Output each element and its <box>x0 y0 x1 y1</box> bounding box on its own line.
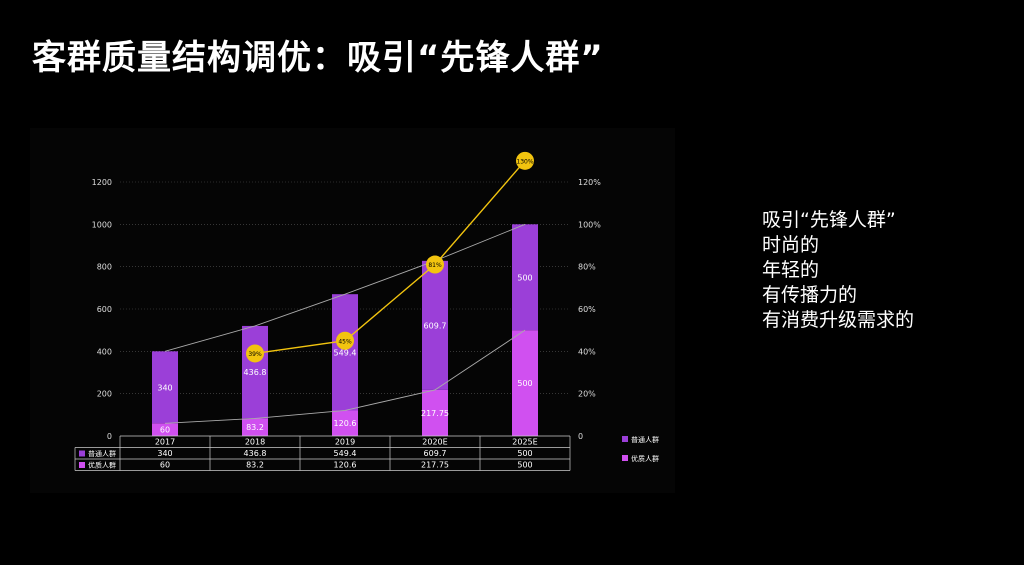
growth-label: 39% <box>248 351 262 358</box>
legend-label: 优质人群 <box>631 454 659 463</box>
growth-point <box>246 344 264 363</box>
growth-label: 45% <box>338 338 352 345</box>
side-point: 年轻的 <box>762 259 820 281</box>
bar-segment <box>422 389 448 436</box>
side-point: 吸引“先锋人群” <box>762 209 896 231</box>
y-tick-label: 600 <box>97 305 112 314</box>
growth-point <box>516 151 534 170</box>
data-label: 500 <box>517 379 532 388</box>
data-label: 549.4 <box>334 348 357 357</box>
y2-tick-label: 0 <box>578 432 583 441</box>
side-point: 有传播力的 <box>762 284 858 306</box>
bar-segment <box>512 224 538 331</box>
table-cell: 500 <box>517 449 532 458</box>
bar-segment <box>332 410 358 436</box>
y-tick-label: 0 <box>107 432 112 441</box>
bar-segment <box>152 351 178 424</box>
growth-point <box>336 331 354 350</box>
table-cell: 436.8 <box>244 449 267 458</box>
y2-tick-label: 120% <box>578 178 601 187</box>
data-label: 500 <box>517 273 532 282</box>
y-tick-label: 1000 <box>92 220 112 229</box>
x-tick-label: 2019 <box>335 438 355 447</box>
y-tick-label: 400 <box>97 347 112 356</box>
premium-trend-line <box>164 329 526 424</box>
growth-label: 130% <box>516 158 533 165</box>
data-table: 2017 340 60 2018 436.8 83.2 2019 549.4 120.6 2020… <box>74 435 571 471</box>
legend-swatch <box>622 455 628 461</box>
data-label: 609.7 <box>424 321 447 330</box>
bar-segment <box>332 294 358 411</box>
y-axis: 0 200 400 600 800 1000 1200 <box>92 178 112 441</box>
legend-label: 普通人群 <box>631 435 659 444</box>
data-label: 83.2 <box>246 423 264 432</box>
table-row-label: 普通人群 <box>88 449 116 458</box>
x-tick-label: 2025E <box>512 438 537 447</box>
data-label: 120.6 <box>334 419 357 428</box>
table-legend-swatch <box>79 462 85 468</box>
y-tick-label: 200 <box>97 390 112 399</box>
y2-tick-label: 60% <box>578 305 596 314</box>
y2-axis: 0 20% 40% 60% 80% 100% 120% <box>578 178 601 441</box>
bar-segment <box>422 260 448 390</box>
table-row-label: 优质人群 <box>88 461 116 470</box>
data-label: 217.75 <box>421 409 449 418</box>
table-cell: 500 <box>517 461 532 470</box>
table-legend-swatch <box>79 450 85 457</box>
y2-tick-label: 80% <box>578 263 596 272</box>
x-tick-label: 2018 <box>245 438 265 447</box>
trend-lines <box>164 223 526 424</box>
y2-tick-label: 20% <box>578 390 596 399</box>
table-cell: 217.75 <box>421 461 449 470</box>
chart-panel: 0 200 400 600 800 1000 1200 0 20% 40% 60% 80% 100% 1… <box>30 128 675 493</box>
growth-point <box>426 255 444 274</box>
table-cell: 83.2 <box>246 461 264 470</box>
bar-segment <box>242 325 268 419</box>
x-tick-label: 2020E <box>422 438 447 447</box>
side-points: 吸引“先锋人群” 时尚的 年轻的 有传播力的 有消费升级需求的 <box>762 208 914 333</box>
y-tick-label: 1200 <box>92 178 112 187</box>
table-cell: 340 <box>157 449 172 458</box>
y2-tick-label: 40% <box>578 347 596 356</box>
legend-swatch <box>622 436 628 442</box>
bar-segment <box>512 330 538 436</box>
side-point: 有消费升级需求的 <box>762 309 915 331</box>
table-cell: 609.7 <box>424 449 447 458</box>
total-trend-line <box>164 223 526 352</box>
data-label: 60 <box>160 426 170 435</box>
y2-tick-label: 100% <box>578 220 601 229</box>
page-title: 客群质量结构调优：吸引“先锋人群” <box>32 38 604 78</box>
data-label: 340 <box>157 383 172 392</box>
data-label: 436.8 <box>244 368 267 377</box>
table-cell: 120.6 <box>334 461 357 470</box>
bar-segment <box>242 418 268 436</box>
bars: 60 340 83.2 436.8 120.6 549.4 217.75 609.7 500 50… <box>152 224 538 436</box>
table-cell: 549.4 <box>334 449 357 458</box>
growth-line: 39% 45% 81% 130% <box>246 151 534 363</box>
side-point: 时尚的 <box>762 234 820 256</box>
x-tick-label: 2017 <box>155 438 175 447</box>
bar-segment <box>152 423 178 436</box>
table-cell: 60 <box>160 461 170 470</box>
growth-line-path <box>254 160 526 355</box>
y-tick-label: 800 <box>97 263 112 272</box>
combo-chart: 0 200 400 600 800 1000 1200 0 20% 40% 60% 80% 100% 1… <box>74 151 659 471</box>
growth-label: 81% <box>428 262 442 269</box>
